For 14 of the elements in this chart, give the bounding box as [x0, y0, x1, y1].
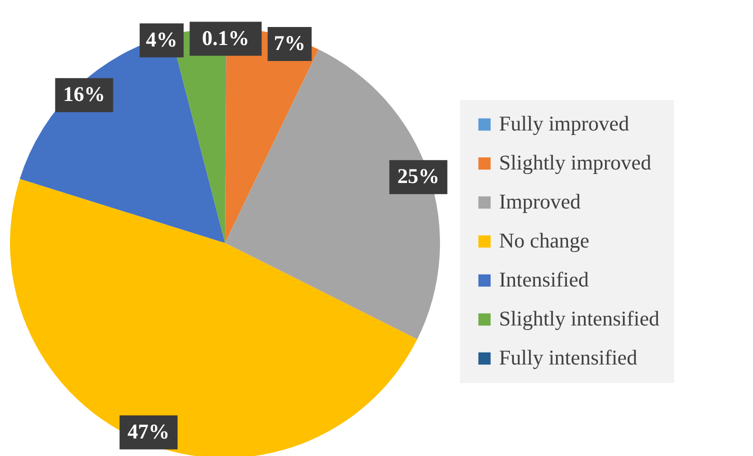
data-label: 0.1% — [202, 26, 250, 50]
legend-label: Intensified — [499, 268, 590, 292]
data-label: 16% — [63, 82, 106, 106]
data-label: 25% — [397, 164, 440, 188]
data-label: 4% — [146, 27, 178, 52]
legend-label: Slightly intensified — [499, 306, 660, 330]
legend-label: Fully intensified — [499, 346, 638, 370]
legend-label: Slightly improved — [499, 150, 652, 174]
data-label: 47% — [128, 419, 170, 444]
legend-label: Fully improved — [499, 112, 630, 136]
legend-label: Improved — [499, 190, 582, 214]
data-label: 7% — [274, 31, 306, 56]
legend-label: No change — [499, 228, 590, 252]
pie-slice — [225, 49, 440, 340]
